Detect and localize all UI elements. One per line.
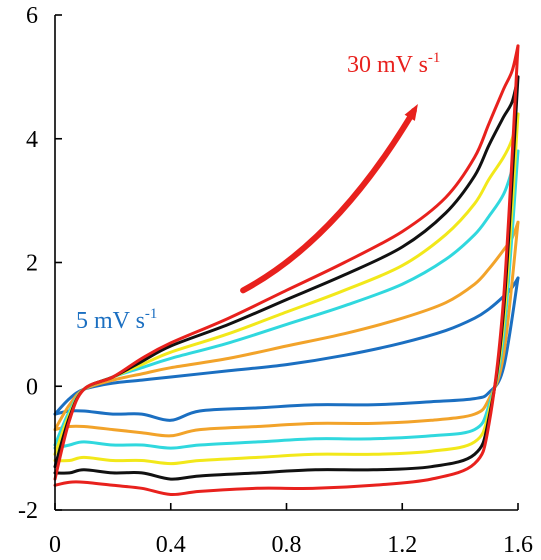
y-tick-label: 4 [26, 127, 38, 153]
cv-curve-upper-4 [53, 112, 520, 456]
x-tick-label: 1.2 [387, 532, 417, 558]
trend-arrow-head [404, 104, 418, 121]
annotation-30mvs: 30 mV s-1 [347, 50, 440, 78]
trend-arrow-shaft [240, 107, 417, 294]
y-tick-label: 0 [26, 374, 38, 400]
x-tick-label: 0 [49, 532, 61, 558]
cv-curve-lower-1 [53, 276, 520, 422]
y-tick-label: -2 [18, 498, 38, 524]
cv-curve-lower-2 [53, 220, 520, 438]
x-tick-label: 1.6 [503, 532, 533, 558]
x-ticks: 0 0.4 0.8 1.2 1.6 [49, 503, 533, 558]
cv-curve-upper-1 [53, 276, 520, 416]
y-tick-label: 2 [26, 251, 38, 277]
x-tick-label: 0.4 [156, 532, 186, 558]
trend-arrow [240, 104, 418, 294]
y-ticks: 6 4 2 0 -2 [18, 3, 62, 524]
y-tick-label: 6 [26, 3, 38, 29]
annotation-5mvs: 5 mV s-1 [76, 306, 157, 334]
x-tick-label: 0.8 [272, 532, 302, 558]
cv-curve-lower-6 [53, 44, 520, 497]
cv-curve-upper-6 [53, 44, 520, 481]
cv-curve-upper-5 [53, 75, 520, 469]
series-group [53, 44, 520, 497]
cv-curve-upper-2 [53, 220, 520, 432]
